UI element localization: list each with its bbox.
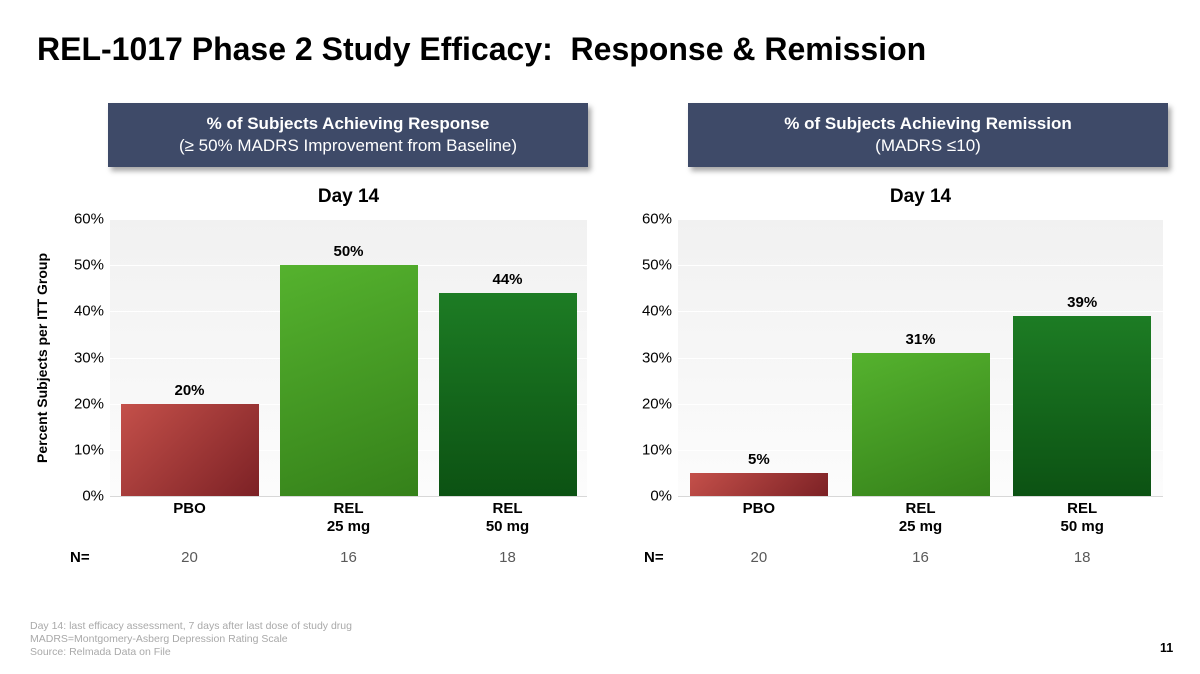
n-equals-label: N= <box>70 549 90 566</box>
bar-value-label: 5% <box>747 450 770 468</box>
gridline <box>678 219 1163 220</box>
bar-pbo <box>689 472 828 496</box>
y-tick-label: 30% <box>73 349 104 366</box>
plot-area: 5% 31% 39% <box>678 219 1163 497</box>
y-tick-label: 50% <box>641 256 672 274</box>
y-tick-label: 0% <box>82 487 104 505</box>
x-axis-labels: PBO REL 25 mg REL 50 mg <box>678 500 1163 536</box>
n-value: 16 <box>912 549 929 566</box>
n-equals-label: N= <box>644 549 664 566</box>
bar-value-label: 31% <box>905 330 936 348</box>
bar-rel-25mg <box>851 352 990 496</box>
bar-slot: 31% <box>840 219 1002 496</box>
bar-slot: 39% <box>1001 219 1163 496</box>
footnote-source: Source: Relmada Data on File <box>30 646 171 658</box>
y-tick-label: 10% <box>641 441 672 459</box>
chart-title-day14: Day 14 <box>889 186 952 207</box>
gridline <box>110 219 587 220</box>
panel-header-title: % of Subjects Achieving Response <box>206 114 490 133</box>
bar-slot: 5% <box>678 219 840 496</box>
bar-pbo <box>120 403 259 496</box>
y-axis-tick-labels: 60% 50% 40% 30% 20% 10% 0% <box>608 211 672 505</box>
y-tick-label: 0% <box>650 487 672 505</box>
x-tick-label: REL 50 mg <box>485 500 530 535</box>
n-values-row: 20 16 18 <box>110 549 587 566</box>
y-axis-tick-labels: 60% 50% 40% 30% 20% 10% 0% <box>40 211 104 505</box>
x-tick-label: REL 25 mg <box>326 500 371 535</box>
n-value: 18 <box>499 549 516 566</box>
chart-title-day14: Day 14 <box>317 186 380 207</box>
panel-header-subtitle: (MADRS ≤10) <box>875 136 981 155</box>
plot-area: 20% 50% 44% <box>110 219 587 497</box>
y-tick-label: 30% <box>641 349 672 366</box>
y-tick-label: 60% <box>641 210 672 228</box>
x-tick-label: REL 50 mg <box>1060 500 1104 535</box>
n-values-row: 20 16 18 <box>678 549 1163 566</box>
footnotes: Day 14: last efficacy assessment, 7 days… <box>30 620 352 659</box>
x-tick-label: PBO <box>742 500 776 517</box>
panel-header-subtitle: (≥ 50% MADRS Improvement from Baseline) <box>178 136 518 155</box>
bar-value-label: 20% <box>174 381 205 399</box>
remission-panel-header: % of Subjects Achieving Remission (MADRS… <box>688 103 1168 167</box>
bar-rel-50mg <box>1013 315 1152 496</box>
n-value: 20 <box>750 549 768 566</box>
y-tick-label: 40% <box>641 302 672 320</box>
slide-title: REL-1017 Phase 2 Study Efficacy: Respons… <box>37 31 927 67</box>
y-tick-label: 20% <box>641 395 672 413</box>
footnote-day14: Day 14: last efficacy assessment, 7 days… <box>30 620 352 632</box>
x-tick-label: PBO <box>173 500 206 517</box>
y-tick-label: 20% <box>73 395 104 413</box>
gridline <box>678 265 1163 267</box>
bar-rel-25mg <box>279 265 418 496</box>
page-number: 11 <box>1160 641 1174 655</box>
panel-header-title: % of Subjects Achieving Remission <box>784 114 1072 133</box>
x-axis-labels: PBO REL 25 mg REL 50 mg <box>110 500 587 536</box>
bar-value-label: 44% <box>492 270 523 288</box>
bar-slot: 20% <box>110 219 269 496</box>
response-panel-header: % of Subjects Achieving Response (≥ 50% … <box>108 103 588 167</box>
x-tick-label: REL 25 mg <box>898 500 943 535</box>
y-tick-label: 60% <box>73 210 104 228</box>
n-value: 20 <box>181 549 198 566</box>
bar-slot: 44% <box>428 219 587 496</box>
bar-rel-50mg <box>438 292 577 496</box>
footnote-madrs: MADRS=Montgomery-Asberg Depression Ratin… <box>30 633 288 645</box>
gridline <box>678 311 1163 313</box>
y-tick-label: 50% <box>73 256 104 274</box>
bar-value-label: 50% <box>333 243 364 261</box>
y-tick-label: 40% <box>73 302 104 320</box>
n-value: 16 <box>340 549 357 566</box>
y-tick-label: 10% <box>73 441 104 459</box>
bar-value-label: 39% <box>1067 293 1098 311</box>
n-value: 18 <box>1073 549 1091 566</box>
bar-slot: 50% <box>269 219 428 496</box>
